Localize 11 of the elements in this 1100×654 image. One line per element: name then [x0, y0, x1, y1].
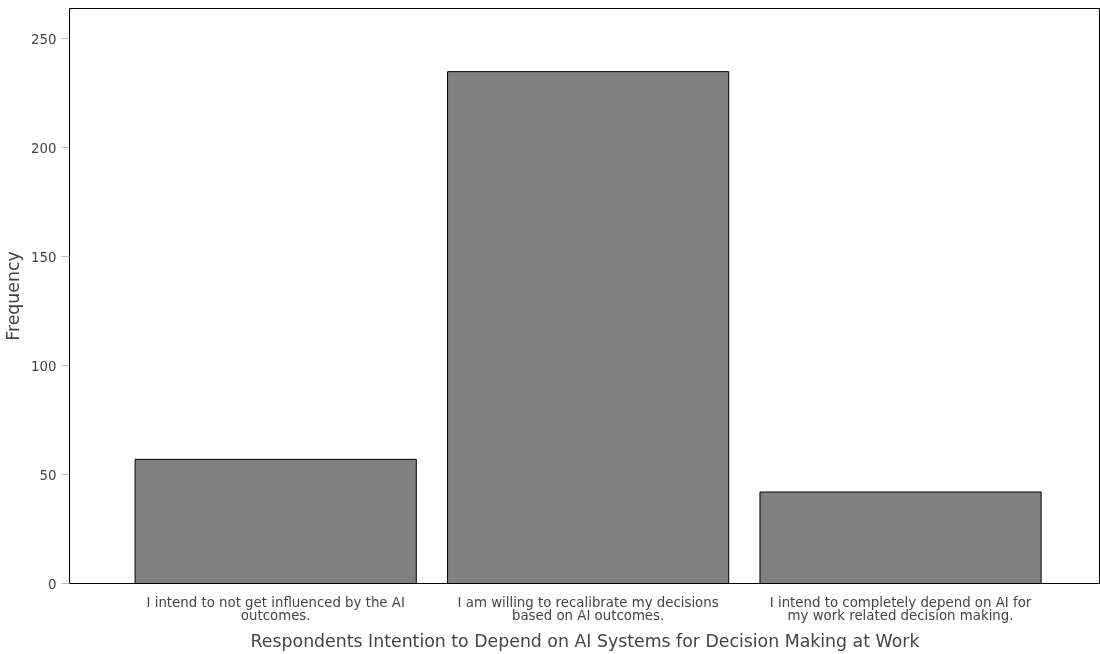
y-tick-label: 200: [31, 140, 57, 156]
y-tick-label: 100: [31, 358, 57, 374]
x-axis-title: Respondents Intention to Depend on AI Systems for Decision Making at Work: [250, 631, 920, 651]
y-tick-label: 150: [31, 249, 57, 265]
y-tick-label: 0: [48, 576, 57, 592]
y-axis-title: Frequency: [3, 251, 24, 341]
y-tick-label: 50: [39, 467, 57, 483]
y-tick-label: 250: [31, 31, 57, 47]
x-tick-label: I am willing to recalibrate my decisions based on AI outcomes.: [457, 594, 719, 623]
x-tick-label: I intend to completely depend on AI for my work related decision making.: [769, 594, 1032, 623]
x-tick-label: I intend to not get influenced by the AI outcomes.: [146, 594, 405, 623]
